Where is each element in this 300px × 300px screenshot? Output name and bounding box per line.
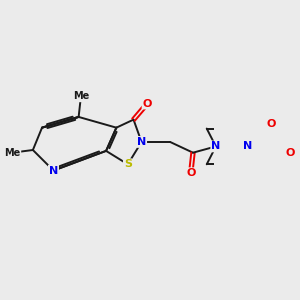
Text: N: N bbox=[137, 137, 146, 147]
Text: O: O bbox=[286, 148, 295, 158]
Text: N: N bbox=[211, 141, 220, 152]
Text: O: O bbox=[186, 168, 195, 178]
Text: Me: Me bbox=[73, 92, 89, 101]
Text: O: O bbox=[266, 119, 275, 129]
Text: N: N bbox=[243, 141, 253, 152]
Text: Me: Me bbox=[4, 148, 20, 158]
Text: S: S bbox=[124, 159, 132, 169]
Text: O: O bbox=[142, 98, 152, 109]
Text: N: N bbox=[49, 166, 58, 176]
